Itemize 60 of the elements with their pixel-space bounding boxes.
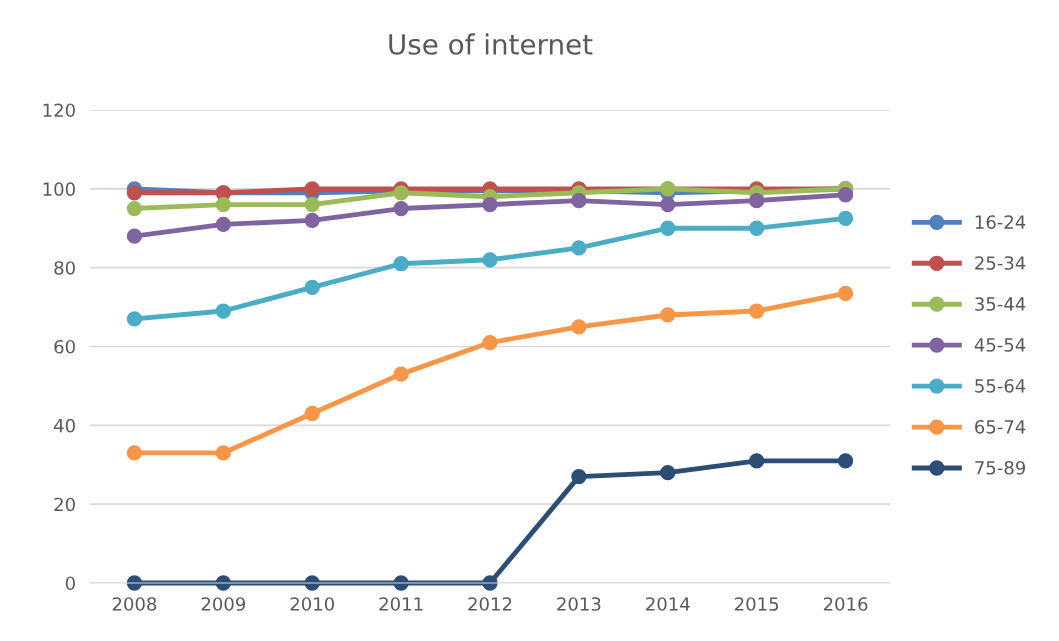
legend-label: 55-64 <box>975 379 1026 393</box>
point <box>304 279 320 296</box>
y-tick-label: 20 <box>54 497 75 512</box>
x-tick-label: 2016 <box>823 597 868 611</box>
point <box>482 252 498 268</box>
point <box>837 210 854 227</box>
point <box>660 196 676 213</box>
legend-label: 65-74 <box>975 419 1026 434</box>
point <box>749 303 765 319</box>
legend-label: 75-89 <box>975 460 1026 475</box>
point <box>304 196 320 213</box>
point <box>126 445 143 461</box>
point <box>126 228 143 244</box>
x-tick-label: 2011 <box>379 597 423 611</box>
x-tick-label: 2012 <box>468 597 512 611</box>
legend-label: 35-44 <box>975 297 1026 311</box>
point <box>571 193 587 209</box>
point <box>660 464 676 481</box>
y-tick-label: 0 <box>65 576 75 591</box>
point <box>126 311 143 327</box>
point <box>393 366 409 382</box>
point <box>126 185 143 201</box>
y-tick-label: 40 <box>54 418 75 433</box>
point <box>571 240 587 256</box>
point <box>660 307 676 323</box>
point <box>837 187 854 203</box>
point <box>482 334 498 351</box>
x-tick-label: 2013 <box>557 597 601 611</box>
point <box>393 256 409 272</box>
point <box>393 200 409 217</box>
point <box>749 453 765 469</box>
point <box>304 405 320 422</box>
y-tick-label: 80 <box>54 261 75 275</box>
legend-label: 45-54 <box>974 338 1026 352</box>
point <box>749 220 765 236</box>
point <box>304 212 320 229</box>
point <box>304 181 320 197</box>
point <box>215 216 231 232</box>
point <box>215 196 231 213</box>
point <box>215 445 231 461</box>
chart-title: Use of internet <box>389 33 593 55</box>
x-tick-label: 2014 <box>646 597 690 611</box>
point <box>660 220 676 236</box>
point <box>837 285 854 301</box>
point <box>749 193 765 209</box>
point <box>571 468 587 485</box>
point <box>215 303 231 319</box>
point <box>837 453 854 469</box>
point <box>571 319 587 335</box>
x-tick-label: 2009 <box>201 597 246 611</box>
legend-label: 16-24 <box>975 215 1026 229</box>
y-tick-label: 60 <box>54 339 75 354</box>
legend-label: 25-34 <box>975 256 1026 270</box>
x-tick-label: 2008 <box>112 597 157 611</box>
point <box>482 196 498 213</box>
x-tick-label: 2010 <box>290 597 334 611</box>
x-tick-label: 2015 <box>735 597 779 611</box>
y-tick-label: 120 <box>43 103 75 118</box>
point <box>126 200 143 217</box>
y-tick-label: 100 <box>43 182 75 196</box>
